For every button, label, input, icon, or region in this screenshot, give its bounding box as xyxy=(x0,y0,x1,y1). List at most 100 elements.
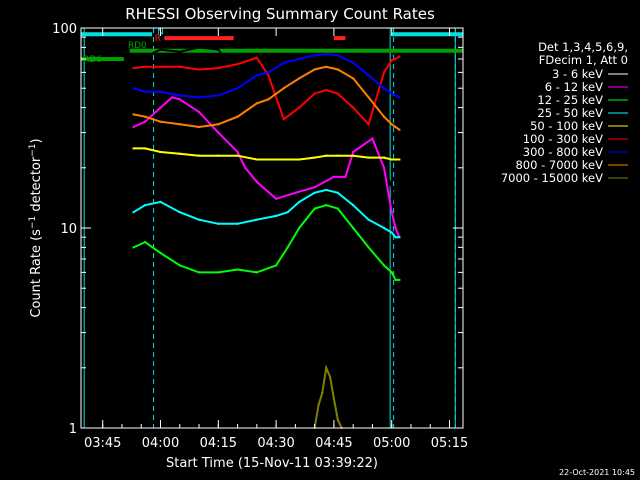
data-point-2-9 xyxy=(286,246,289,249)
x-tick-label-6: 05:15 xyxy=(431,436,468,451)
series-line-2 xyxy=(133,204,400,281)
data-point-7-14 xyxy=(352,77,355,80)
data-point-1-3 xyxy=(171,96,174,99)
data-point-6-15 xyxy=(367,74,370,77)
y-axis-label-end: ) xyxy=(29,138,44,143)
data-point-4-1 xyxy=(144,147,147,150)
data-point-4-7 xyxy=(255,158,258,161)
data-point-7-19 xyxy=(398,128,401,131)
data-point-5-18 xyxy=(394,57,397,60)
data-point-6-5 xyxy=(217,94,220,97)
series-line-5 xyxy=(133,55,400,127)
data-point-0-16 xyxy=(390,186,393,189)
legend-label-8: 7000 - 15000 keV xyxy=(501,171,603,185)
data-point-0-14 xyxy=(371,162,374,165)
data-point-7-5 xyxy=(217,123,220,126)
data-point-3-15 xyxy=(367,218,370,221)
annotation-3: R xyxy=(155,34,161,44)
data-point-7-13 xyxy=(336,68,339,71)
data-point-8-5 xyxy=(332,397,335,400)
x-tick-label-5: 05:00 xyxy=(373,436,410,451)
series-line-4 xyxy=(133,147,400,161)
data-point-0-1 xyxy=(144,55,147,58)
data-point-2-6 xyxy=(236,268,239,271)
data-point-6-18 xyxy=(394,94,397,97)
chart-title: RHESSI Observing Summary Count Rates xyxy=(125,5,435,23)
legend-label-5: 100 - 300 keV xyxy=(523,132,603,146)
y-axis-ticks: 1 10 100 xyxy=(52,22,463,437)
data-point-2-10 xyxy=(298,227,301,229)
data-point-0-18 xyxy=(398,227,401,229)
data-point-2-7 xyxy=(255,271,258,274)
data-point-2-14 xyxy=(352,227,355,229)
data-point-2-12 xyxy=(325,204,328,207)
data-point-7-12 xyxy=(325,65,328,68)
data-point-1-13 xyxy=(332,175,335,178)
data-point-1-9 xyxy=(255,180,258,183)
data-point-2-19 xyxy=(398,278,401,281)
data-point-5-1 xyxy=(144,65,147,68)
data-point-5-15 xyxy=(367,123,370,126)
data-point-7-17 xyxy=(390,123,393,126)
data-point-1-16 xyxy=(371,137,374,140)
legend-label-4: 50 - 100 keV xyxy=(530,119,603,133)
data-point-5-5 xyxy=(217,67,220,70)
data-point-8-3 xyxy=(325,366,328,369)
data-point-0-0 xyxy=(132,57,135,60)
data-point-1-6 xyxy=(217,131,220,134)
data-point-3-19 xyxy=(398,236,401,239)
legend-header-line-2: FDecim 1, Att 0 xyxy=(539,53,628,67)
data-point-0-7 xyxy=(255,98,258,101)
data-point-4-13 xyxy=(336,154,339,157)
data-point-4-5 xyxy=(217,154,220,157)
legend-label-1: 6 - 12 keV xyxy=(545,80,603,94)
data-point-0-11 xyxy=(332,150,335,153)
y-axis-label-main: Count Rate (s xyxy=(29,229,44,318)
data-point-1-0 xyxy=(132,125,135,128)
data-point-6-11 xyxy=(313,54,316,57)
data-point-0-6 xyxy=(236,74,239,77)
x-tick-label-1: 04:00 xyxy=(142,436,179,451)
data-point-6-12 xyxy=(325,53,328,56)
data-point-3-1 xyxy=(144,204,147,207)
data-point-5-9 xyxy=(282,118,285,121)
data-point-4-9 xyxy=(286,158,289,161)
data-point-0-10 xyxy=(313,144,316,147)
y-axis-label-sup2: −1 xyxy=(28,143,38,156)
data-point-4-10 xyxy=(298,158,301,161)
y-tick-label-1: 10 xyxy=(60,222,77,237)
legend-label-2: 12 - 25 keV xyxy=(537,93,603,107)
data-point-0-12 xyxy=(344,144,347,147)
series-line-3 xyxy=(132,188,400,239)
data-point-6-16 xyxy=(383,87,386,90)
legend: Det 1,3,4,5,6,9, FDecim 1, Att 0 3 - 6 k… xyxy=(501,40,628,185)
data-point-4-14 xyxy=(352,154,355,157)
data-point-2-1 xyxy=(144,241,147,244)
data-point-1-8 xyxy=(244,166,247,169)
data-point-1-17 xyxy=(383,166,386,169)
data-point-0-13 xyxy=(359,158,362,161)
data-point-3-5 xyxy=(217,222,220,225)
data-point-4-15 xyxy=(367,156,370,159)
data-point-5-19 xyxy=(398,55,401,58)
data-point-7-7 xyxy=(255,102,258,105)
data-point-0-17 xyxy=(394,204,397,207)
data-point-2-15 xyxy=(367,246,370,249)
data-point-2-4 xyxy=(198,271,201,274)
data-point-0-8 xyxy=(275,120,278,123)
data-point-5-4 xyxy=(198,68,201,71)
data-point-3-3 xyxy=(178,211,181,214)
x-axis-label: Start Time (15-Nov-11 03:39:22) xyxy=(166,456,378,471)
data-point-5-11 xyxy=(313,92,316,95)
data-point-4-17 xyxy=(390,158,393,161)
annotation-1: RD6 xyxy=(83,55,102,65)
data-point-3-12 xyxy=(325,188,328,191)
data-point-5-10 xyxy=(298,106,301,109)
data-point-1-11 xyxy=(294,191,297,194)
data-point-7-15 xyxy=(367,96,370,99)
data-point-5-7 xyxy=(255,56,258,59)
data-point-7-11 xyxy=(313,68,316,71)
data-point-6-13 xyxy=(336,54,339,57)
